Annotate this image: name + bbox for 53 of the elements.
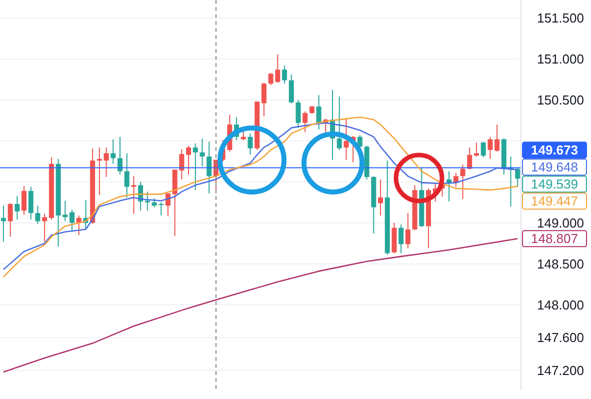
candlestick bbox=[336, 96, 342, 150]
candlestick bbox=[316, 94, 322, 130]
candlestick bbox=[28, 186, 34, 220]
candlestick bbox=[42, 213, 48, 242]
candlestick bbox=[0, 205, 6, 242]
candlestick bbox=[494, 124, 500, 152]
candlestick bbox=[480, 141, 486, 158]
candlestick bbox=[8, 202, 13, 238]
candlestick bbox=[288, 74, 294, 104]
candlestick bbox=[14, 195, 20, 220]
candlestick bbox=[206, 141, 212, 194]
candlestick bbox=[460, 164, 466, 200]
candlestick bbox=[282, 65, 288, 84]
candlestick bbox=[378, 178, 383, 216]
candlestick bbox=[131, 176, 136, 214]
candlestick bbox=[467, 146, 472, 170]
ref-line-label: 149.673 bbox=[531, 142, 578, 158]
candlestick bbox=[192, 142, 198, 191]
y-tick-label: 148.500 bbox=[537, 256, 584, 272]
data-label: 149.648 bbox=[531, 160, 578, 175]
candlestick bbox=[344, 117, 349, 160]
candlestick bbox=[96, 146, 102, 196]
candlestick bbox=[200, 138, 205, 167]
candlestick bbox=[118, 136, 122, 176]
candlestick bbox=[296, 99, 301, 128]
data-label: 149.447 bbox=[531, 194, 578, 209]
y-tick-label: 147.600 bbox=[537, 330, 584, 346]
candlestick bbox=[488, 136, 493, 160]
candlestick bbox=[398, 224, 404, 254]
candlestick bbox=[446, 170, 452, 202]
candlestick bbox=[124, 152, 130, 198]
candlestick bbox=[474, 142, 479, 157]
candlestick bbox=[302, 110, 308, 132]
y-tick-label: 147.200 bbox=[537, 362, 584, 378]
candlestick bbox=[248, 133, 253, 156]
data-label: 148.807 bbox=[531, 231, 578, 246]
candlestick bbox=[405, 212, 410, 249]
y-tick-label: 151.500 bbox=[537, 10, 584, 26]
candlestick bbox=[70, 209, 75, 232]
candlestick bbox=[261, 82, 266, 117]
text: 149.539 bbox=[531, 176, 578, 192]
candlestick bbox=[35, 205, 40, 224]
candlestick bbox=[22, 185, 27, 216]
line-series bbox=[2, 238, 518, 373]
candlestick bbox=[104, 146, 109, 178]
candlestick bbox=[186, 145, 192, 176]
y-tick-label: 150.500 bbox=[537, 92, 584, 108]
y-tick-label: 149.000 bbox=[537, 215, 584, 230]
candlestick bbox=[110, 138, 116, 164]
candlestick bbox=[240, 130, 246, 141]
y-tick-label: 151.000 bbox=[537, 51, 584, 66]
candlestick bbox=[144, 191, 150, 212]
y-tick-label: 148.000 bbox=[537, 297, 584, 312]
